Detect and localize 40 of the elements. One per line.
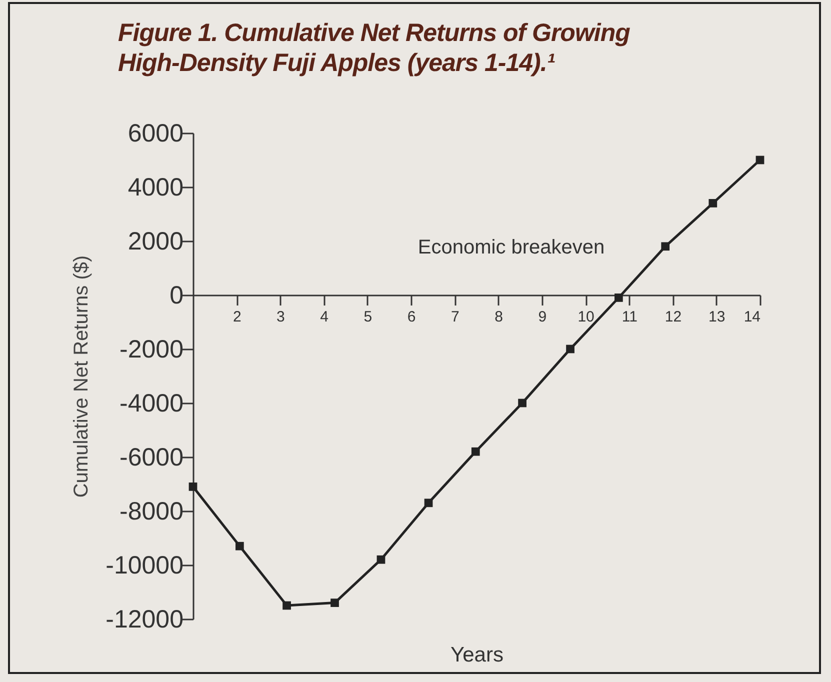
- x-tick-label: 4: [320, 308, 329, 326]
- annotation: Economic breakeven: [418, 236, 605, 259]
- y-tick-label: -10000: [106, 552, 184, 580]
- point: [471, 447, 480, 456]
- point: [376, 555, 386, 564]
- point: [708, 199, 718, 208]
- y-tick-label: 0: [170, 282, 184, 310]
- point: [282, 601, 291, 610]
- point: [330, 598, 339, 607]
- x-tick-label: 12: [664, 308, 682, 326]
- y-axis-title: Cumulative Net Returns ($): [70, 255, 93, 498]
- y-tick-label: 6000: [128, 120, 184, 148]
- x-axis-title: Years: [450, 644, 504, 666]
- y-tick-label: -6000: [120, 444, 184, 472]
- x-tick-label: 11: [622, 308, 638, 326]
- point: [661, 242, 670, 251]
- point: [424, 498, 433, 508]
- point: [756, 156, 764, 164]
- x-tick-label: 14: [744, 308, 760, 326]
- x-tick-label: 5: [364, 308, 372, 326]
- x-tick-label: 3: [276, 308, 285, 326]
- x-tick-label: 6: [407, 308, 416, 326]
- y-tick-label: 2000: [128, 228, 184, 256]
- point: [614, 294, 623, 302]
- y-tick-label: -12000: [106, 606, 184, 634]
- x-tick-label: 2: [232, 308, 242, 326]
- y-tick-label: -8000: [120, 498, 184, 526]
- x-tick-label: 13: [708, 308, 726, 326]
- chart-title: Figure 1. Cumulative Net Returns of Growing High-Density Fuji Apples (years 1-14).¹: [118, 18, 631, 78]
- y-tick-label: -2000: [120, 336, 184, 364]
- point: [518, 398, 526, 408]
- x-tick-label: 8: [494, 308, 503, 326]
- point: [188, 482, 198, 491]
- x-tick-label: 9: [538, 308, 547, 326]
- point: [235, 542, 244, 550]
- point: [566, 344, 574, 354]
- y-tick-label: 4000: [128, 174, 184, 202]
- x-tick-label: 10: [578, 308, 594, 326]
- y-tick-label: -4000: [120, 390, 184, 418]
- x-tick-label: 7: [451, 308, 460, 326]
